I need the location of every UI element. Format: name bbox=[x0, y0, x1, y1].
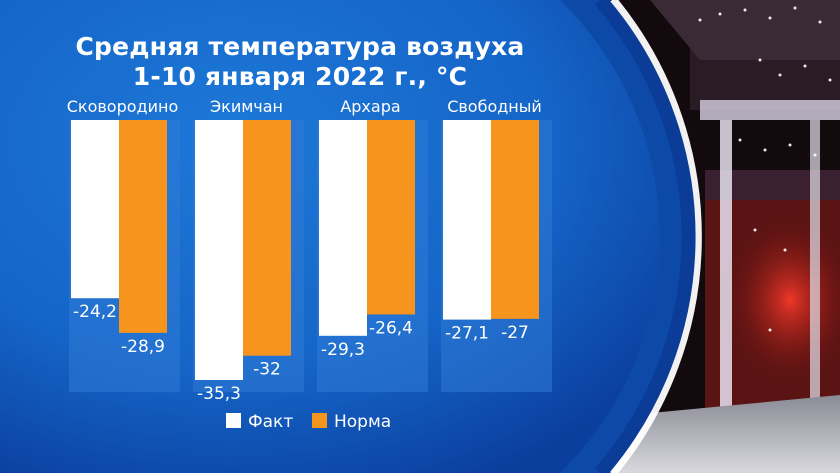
category-label: Экимчан bbox=[210, 97, 283, 116]
bar-norm bbox=[243, 120, 291, 356]
data-label: -24,2 bbox=[73, 302, 117, 322]
data-label: -32 bbox=[253, 360, 281, 380]
legend-swatch bbox=[226, 413, 241, 428]
bar-norm bbox=[119, 120, 167, 333]
bar-norm bbox=[491, 120, 539, 319]
data-label: -28,9 bbox=[121, 337, 165, 357]
data-label: -29,3 bbox=[321, 340, 365, 360]
category-label: Сковородино bbox=[67, 97, 179, 116]
chart-title-line-2: 1-10 января 2022 г., °C bbox=[132, 62, 468, 91]
category-label: Свободный bbox=[447, 97, 542, 116]
data-label: -27,1 bbox=[445, 324, 489, 344]
bar-norm bbox=[367, 120, 415, 315]
bar-fact bbox=[319, 120, 367, 336]
bar-fact bbox=[71, 120, 119, 299]
data-label: -35,3 bbox=[197, 384, 241, 404]
category-label: Архара bbox=[340, 97, 400, 116]
legend-swatch bbox=[312, 413, 327, 428]
legend-label: Норма bbox=[334, 412, 391, 432]
legend-label: Факт bbox=[248, 412, 293, 432]
data-label: -26,4 bbox=[369, 318, 413, 338]
data-label: -27 bbox=[501, 323, 529, 343]
bar-fact bbox=[195, 120, 243, 380]
chart-title-line-1: Средняя температура воздуха bbox=[75, 32, 525, 61]
bar-fact bbox=[443, 120, 491, 320]
